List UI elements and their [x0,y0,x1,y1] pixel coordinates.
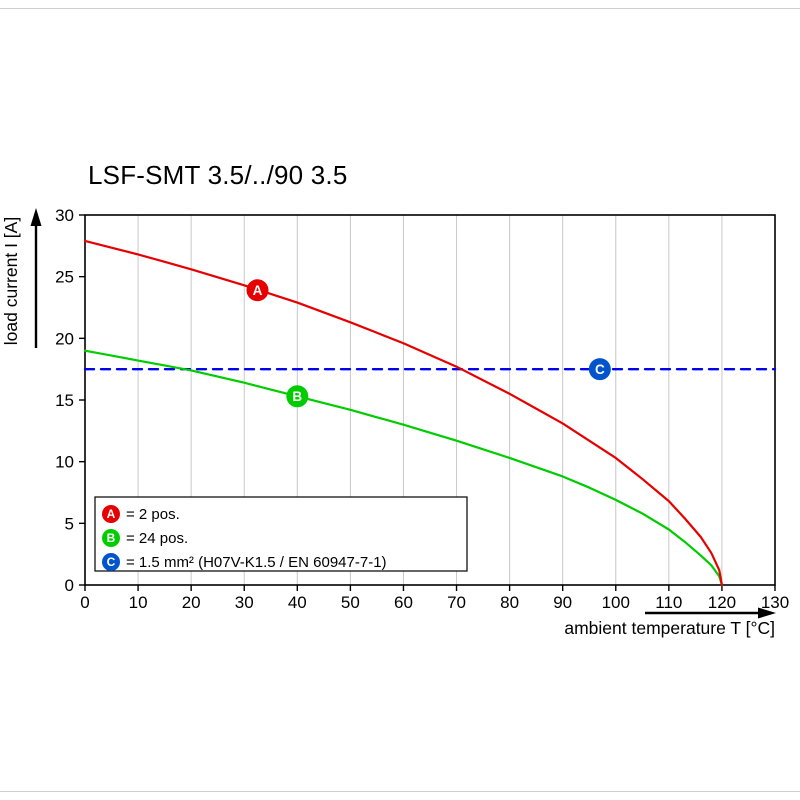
y-tick-label: 20 [55,329,74,348]
marker-C [588,358,611,381]
x-tick-label: 10 [129,593,148,612]
chart-title: LSF-SMT 3.5/../90 3.5 [88,160,348,190]
legend-marker-B [102,529,120,547]
legend-marker-C [102,553,120,571]
y-axis-title: load current I [A] [1,217,21,345]
y-tick-label: 10 [55,453,74,472]
legend-marker-A [102,505,120,523]
y-axis-arrow-head [30,208,42,226]
x-tick-label: 70 [447,593,466,612]
legend-marker-letter: C [107,555,116,569]
x-tick-label: 50 [341,593,360,612]
page-divider-bottom [0,791,800,792]
marker-letter-A: A [253,283,263,298]
legend-item-text: = 1.5 mm² (H07V-K1.5 / EN 60947-7-1) [126,554,387,571]
x-tick-label: 20 [182,593,201,612]
marker-letter-B: B [292,389,302,404]
x-tick-label: 130 [761,593,789,612]
legend-item-text: = 2 pos. [126,506,180,523]
x-tick-label: 60 [394,593,413,612]
legend-marker-letter: B [107,531,116,545]
page-divider-top [0,8,800,9]
x-tick-label: 90 [553,593,572,612]
x-tick-label: 0 [80,593,89,612]
x-axis-title: ambient temperature T [°C] [564,618,775,638]
x-axis-arrow-head [758,607,776,619]
x-tick-label: 110 [655,593,682,612]
y-tick-label: 15 [55,391,74,410]
y-tick-label: 30 [55,206,74,225]
x-tick-label: 80 [500,593,519,612]
chart-generated-layer: 0 10 20 30 40 50 60 70 80 90 100 110 120 130 0 5 10 15 20 2… [30,206,789,619]
legend-marker-letter: A [107,507,116,521]
curve-A [83,239,724,587]
x-tick-label: 100 [602,593,630,612]
x-tick-label: 30 [235,593,254,612]
marker-A [246,279,269,302]
x-tick-label: 120 [708,593,736,612]
curve-B [83,349,724,587]
y-tick-label: 0 [65,576,74,595]
marker-B [286,385,309,408]
marker-letter-C: C [595,362,605,377]
y-tick-label: 5 [65,514,74,533]
y-tick-label: 25 [55,268,74,287]
legend-item-text: = 24 pos. [126,530,188,547]
x-tick-label: 40 [288,593,307,612]
legend-box [94,496,468,572]
